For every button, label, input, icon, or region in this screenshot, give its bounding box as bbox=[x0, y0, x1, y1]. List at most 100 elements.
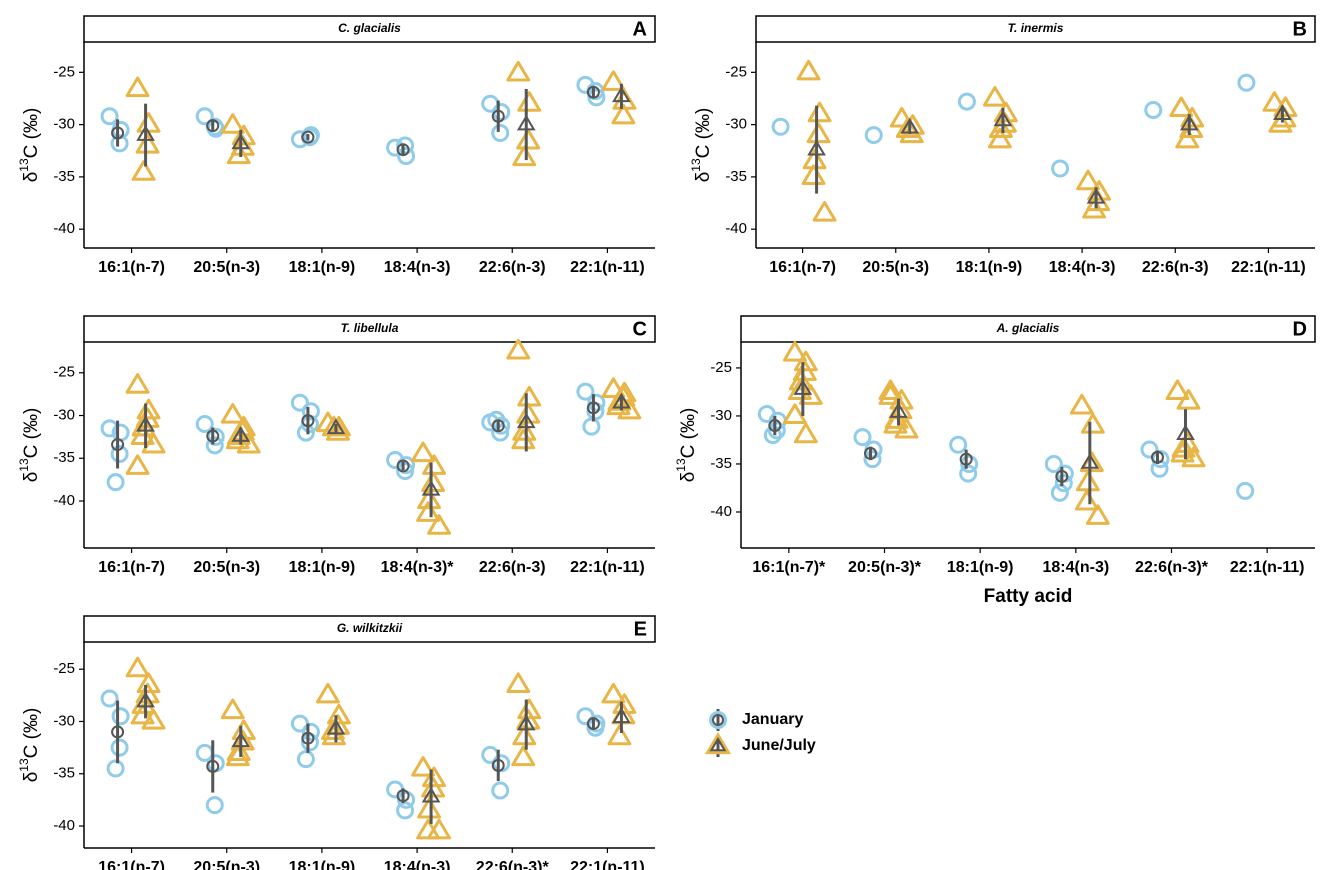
data-point bbox=[601, 70, 626, 91]
y-tick-label: -25 bbox=[53, 364, 75, 381]
data-point bbox=[806, 122, 831, 144]
x-tick-label: 16:1(n-7) bbox=[98, 859, 165, 870]
data-point bbox=[421, 776, 446, 798]
y-tick-label: -25 bbox=[53, 63, 75, 80]
data-point bbox=[396, 136, 415, 155]
x-tick-label: 22:1(n-11) bbox=[570, 259, 645, 276]
data-point bbox=[136, 112, 161, 133]
legend: January June/July bbox=[704, 709, 816, 757]
strip bbox=[740, 315, 1316, 343]
mean-marker bbox=[206, 429, 220, 443]
data-point bbox=[993, 101, 1018, 123]
panel-title: A. glacialis bbox=[996, 321, 1060, 335]
x-axis-label: Fatty acid bbox=[984, 586, 1073, 607]
data-point bbox=[516, 403, 541, 424]
x-tick-label: 18:1(n-9) bbox=[289, 259, 356, 276]
data-point bbox=[296, 750, 315, 769]
y-tick-label: -40 bbox=[53, 220, 75, 237]
y-tick-label: -35 bbox=[53, 449, 75, 466]
x-tick-label: 18:4(n-3)* bbox=[381, 559, 455, 576]
x-tick-label: 22:1(n-11) bbox=[570, 859, 645, 870]
data-point bbox=[782, 341, 807, 362]
data-point bbox=[136, 398, 161, 420]
x-tick-label: 18:4(n-3) bbox=[384, 859, 451, 870]
data-point bbox=[987, 127, 1012, 149]
data-point bbox=[763, 426, 782, 445]
mean-marker bbox=[206, 119, 220, 133]
y-axis-label: δ13C (‰) bbox=[674, 408, 699, 483]
data-point bbox=[220, 698, 245, 720]
y-label-prefix: δ bbox=[21, 772, 42, 783]
data-point bbox=[812, 200, 837, 222]
y-axis-label: δ13C (‰) bbox=[17, 108, 42, 183]
data-point bbox=[853, 428, 872, 447]
data-point bbox=[883, 413, 908, 434]
mean-marker bbox=[516, 412, 536, 429]
data-point bbox=[110, 738, 129, 757]
data-point bbox=[807, 101, 832, 123]
data-point bbox=[195, 107, 214, 126]
panel-letter: D bbox=[1293, 318, 1307, 340]
data-point bbox=[1075, 470, 1100, 492]
y-tick-label: -40 bbox=[710, 503, 732, 520]
data-point bbox=[131, 693, 156, 714]
data-point bbox=[301, 402, 320, 421]
data-point bbox=[782, 403, 807, 425]
mean-marker bbox=[231, 731, 251, 748]
data-point bbox=[601, 682, 626, 704]
y-tick-label: -35 bbox=[725, 168, 747, 185]
mean-marker bbox=[111, 725, 125, 739]
data-point bbox=[110, 134, 129, 153]
mean-marker bbox=[900, 117, 920, 134]
data-point bbox=[290, 393, 309, 412]
data-point bbox=[100, 107, 119, 126]
x-tick-label: 18:4(n-3) bbox=[384, 259, 451, 276]
mean-marker bbox=[1179, 114, 1199, 131]
data-point bbox=[131, 160, 156, 181]
data-point bbox=[321, 724, 346, 746]
x-tick-label: 22:6(n-3) bbox=[479, 559, 546, 576]
mean-marker bbox=[396, 789, 410, 803]
data-point bbox=[1181, 446, 1206, 468]
mean-marker bbox=[1176, 424, 1195, 440]
y-axis-label: δ13C (‰) bbox=[17, 708, 42, 783]
data-point bbox=[320, 719, 345, 741]
mean-marker bbox=[491, 758, 505, 772]
data-point bbox=[864, 126, 883, 145]
y-label-superscript: 13 bbox=[674, 458, 688, 472]
data-point bbox=[988, 117, 1013, 138]
x-tick-label: 20:5(n-3) bbox=[862, 259, 929, 276]
data-point bbox=[793, 422, 818, 444]
data-point bbox=[226, 143, 251, 165]
data-point bbox=[416, 501, 441, 522]
x-tick-label: 18:1(n-9) bbox=[289, 859, 356, 870]
mean-marker bbox=[396, 143, 410, 157]
data-point bbox=[511, 745, 536, 767]
y-label-prefix: δ bbox=[678, 472, 699, 483]
data-point bbox=[517, 91, 542, 112]
legend-mean bbox=[709, 737, 727, 752]
data-point bbox=[801, 164, 826, 185]
y-label-superscript: 13 bbox=[17, 458, 31, 472]
y-label-superscript: 13 bbox=[689, 158, 703, 172]
y-axis-label: δ13C (‰) bbox=[17, 408, 42, 483]
data-point bbox=[787, 379, 812, 401]
mean-marker bbox=[889, 402, 908, 418]
mean-marker bbox=[301, 731, 315, 745]
data-point bbox=[411, 756, 436, 777]
panel: A. glacialis D -40 -35 -30 -25 δ13C (‰) Fatty a… bbox=[674, 315, 1316, 607]
data-point bbox=[601, 377, 626, 398]
y-label-suffix: C (‰) bbox=[21, 408, 42, 459]
data-point bbox=[236, 432, 261, 454]
data-point bbox=[315, 682, 340, 704]
data-point bbox=[106, 473, 125, 492]
mean-marker bbox=[231, 133, 251, 150]
data-point bbox=[125, 656, 150, 678]
data-point bbox=[1237, 73, 1256, 92]
y-label-superscript: 13 bbox=[17, 158, 31, 172]
data-point bbox=[617, 398, 642, 420]
mean-marker bbox=[612, 707, 631, 724]
data-point bbox=[894, 417, 919, 439]
mean-marker bbox=[136, 691, 155, 708]
y-tick-label: -25 bbox=[710, 359, 732, 376]
